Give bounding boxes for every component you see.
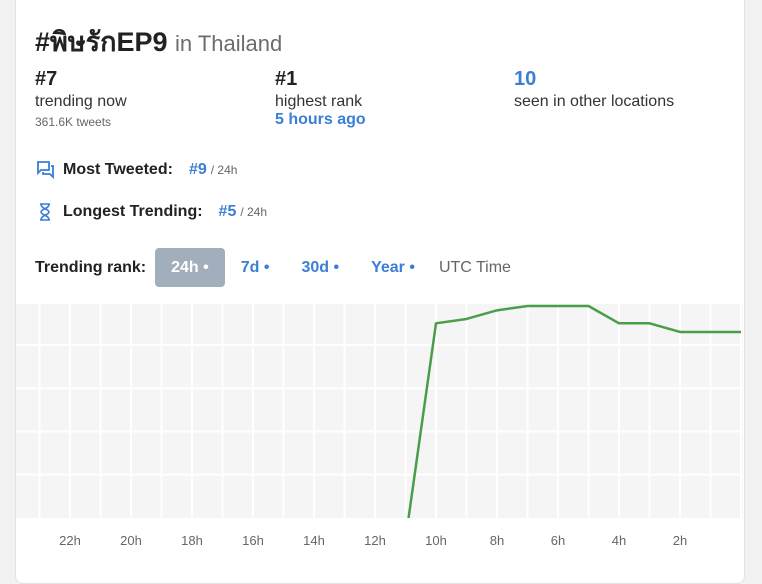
stat-value: #7 — [35, 68, 58, 90]
x-tick-label: 12h — [364, 533, 386, 548]
stat-label: trending now — [35, 93, 127, 110]
hourglass-icon — [40, 203, 50, 221]
longest-trending-rank[interactable]: #5 — [218, 203, 237, 220]
stat-label: seen in other locations — [514, 93, 675, 110]
rank-line — [407, 304, 741, 519]
x-tick-label: 18h — [181, 533, 203, 548]
stat-label: highest rank — [275, 93, 363, 110]
x-tick-label: 6h — [551, 533, 565, 548]
stat-value: #1 — [275, 68, 298, 90]
tab-year[interactable]: Year • — [371, 259, 415, 276]
longest-trending-row: Longest Trending: #5 / 24h — [35, 202, 267, 222]
x-tick-label: 2h — [673, 533, 687, 548]
range-selector: Trending rank: 24h • 7d • 30d • Year • U… — [35, 248, 511, 287]
chart-background — [16, 304, 743, 518]
location: in Thailand — [175, 31, 283, 56]
tab-24h[interactable]: 24h • — [155, 248, 225, 287]
tab-7d[interactable]: 7d • — [240, 259, 270, 276]
hashtag: #พิษรักEP9 — [35, 27, 168, 57]
timezone-label: UTC Time — [438, 258, 511, 276]
longest-trending-label: Longest Trending: — [63, 203, 203, 220]
trending-rank-label: Trending rank: — [35, 258, 147, 276]
most-tweeted-rank[interactable]: #9 — [188, 161, 207, 178]
chat-icon — [37, 161, 54, 180]
x-tick-label: 16h — [242, 533, 264, 548]
x-tick-label: 14h — [303, 533, 325, 548]
x-tick-label: 10h — [425, 533, 447, 548]
x-tick-label: 4h — [612, 533, 626, 548]
x-tick-label: 22h — [59, 533, 81, 548]
most-tweeted-label: Most Tweeted: — [63, 161, 173, 178]
most-tweeted-row: Most Tweeted: #9 / 24h — [35, 160, 237, 180]
x-tick-label: 8h — [490, 533, 504, 548]
tab-30d[interactable]: 30d • — [301, 259, 340, 276]
tweet-count: 361.6K tweets — [35, 115, 112, 129]
highest-rank-time-link[interactable]: 5 hours ago — [275, 111, 366, 128]
most-tweeted-period: / 24h — [210, 163, 238, 177]
stat-value[interactable]: 10 — [514, 68, 537, 90]
stat-other-locations[interactable]: 10 seen in other locations — [514, 68, 674, 111]
stat-trending-now: #7 trending now 361.6K tweets — [35, 68, 127, 129]
x-tick-label: 20h — [120, 533, 142, 548]
rank-chart: 22h 20h 18h 16h 14h 12h 10h 8h 6h 4h 2h — [16, 304, 743, 548]
stat-highest-rank: #1 highest rank 5 hours ago — [275, 68, 366, 129]
page-title: #พิษรักEP9 in Thailand — [35, 20, 282, 63]
longest-trending-period: / 24h — [240, 205, 268, 219]
